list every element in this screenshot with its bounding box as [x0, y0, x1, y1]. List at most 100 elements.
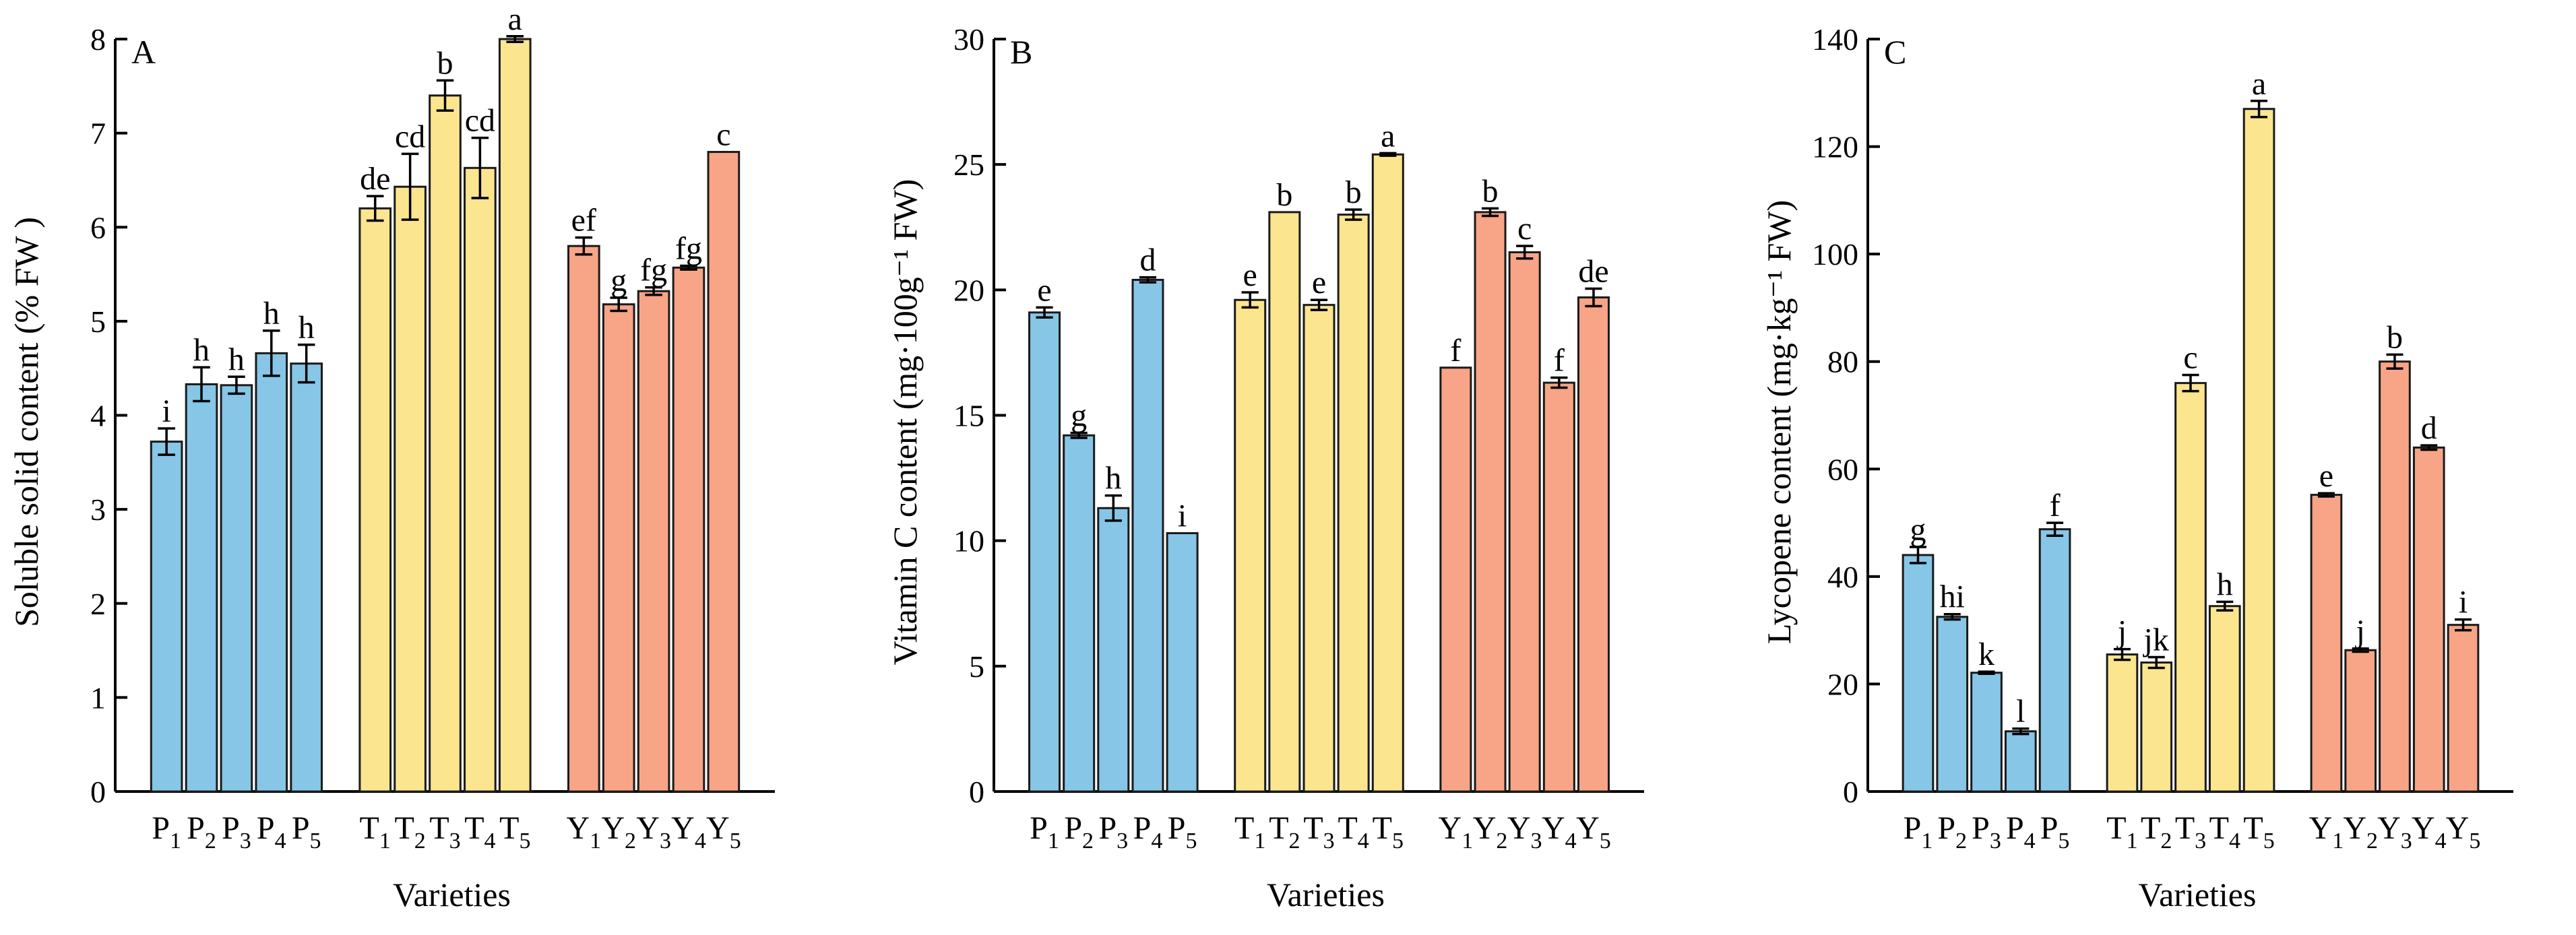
significance-label: c — [716, 117, 730, 153]
category-label: Y2 — [1473, 810, 1508, 853]
significance-label: de — [360, 161, 390, 197]
bar-p5 — [290, 362, 323, 793]
category-label: P4 — [1133, 810, 1163, 853]
y-tick-label: 60 — [1827, 452, 1858, 486]
category-label: P2 — [1937, 810, 1967, 853]
bar-t2 — [1268, 211, 1301, 793]
category-label: T1 — [360, 810, 391, 853]
category-label: T5 — [2243, 810, 2274, 853]
category-label: Y5 — [1576, 810, 1611, 853]
category-label: Y3 — [2377, 810, 2412, 853]
bar-t5 — [498, 38, 532, 793]
significance-label: i — [2459, 585, 2468, 620]
panel-letter: A — [131, 33, 156, 71]
significance-label: c — [1517, 211, 1532, 247]
significance-label: jk — [2143, 622, 2169, 658]
category-label: T4 — [2209, 810, 2240, 853]
bar-p1 — [1028, 311, 1061, 793]
x-axis-title: Varieties — [393, 876, 511, 913]
significance-label: a — [508, 1, 522, 37]
significance-label: h — [1105, 461, 1121, 496]
y-tick-label: 7 — [90, 117, 106, 151]
significance-label: a — [1381, 118, 1395, 154]
bar-y5 — [1577, 296, 1610, 793]
panel-letter: B — [1010, 33, 1032, 71]
significance-label: h — [263, 296, 280, 331]
category-label: T5 — [499, 810, 530, 853]
significance-label: i — [1178, 498, 1187, 534]
category-label: T1 — [2106, 810, 2137, 853]
y-axis-title: Soluble solid content (% FW ) — [7, 217, 45, 627]
significance-label: e — [1312, 265, 1326, 300]
significance-label: f — [1554, 343, 1565, 379]
y-tick-label: 120 — [1812, 130, 1858, 164]
bar-p5 — [2038, 528, 2071, 793]
significance-label: fg — [640, 253, 667, 288]
significance-label: g — [1910, 512, 1926, 548]
bar-t2 — [394, 185, 427, 793]
category-label: P1 — [1030, 810, 1059, 853]
bar-t1 — [2106, 653, 2139, 793]
significance-label: d — [1139, 243, 1156, 278]
bar-p3 — [220, 384, 253, 793]
y-tick-label: 2 — [90, 587, 106, 621]
y-tick-label: 140 — [1812, 22, 1858, 57]
significance-label: g — [610, 263, 627, 298]
significance-label: h — [193, 332, 210, 368]
significance-label: b — [1346, 174, 1362, 210]
bar-y2 — [602, 303, 635, 793]
significance-label: hi — [1940, 579, 1965, 615]
significance-label: i — [162, 393, 170, 429]
panel-c: 0 20 40 60 80 100 120 140 C Lycopene content (mg·… — [1760, 22, 2513, 913]
category-label: T3 — [429, 810, 460, 853]
category-label: Y3 — [1507, 810, 1542, 853]
category-label: P4 — [2006, 810, 2036, 853]
y-tick-label: 1 — [90, 680, 106, 715]
y-tick-label: 0 — [969, 775, 984, 809]
significance-label: e — [2319, 458, 2333, 494]
bar-p4 — [2004, 730, 2037, 793]
significance-label: h — [228, 342, 245, 377]
y-tick-label: 80 — [1827, 345, 1858, 379]
bar-y5 — [2447, 624, 2480, 793]
category-label: P5 — [1168, 810, 1197, 853]
category-label: P5 — [2040, 810, 2070, 853]
y-tick-label: 40 — [1827, 560, 1858, 594]
y-tick-label: 3 — [90, 492, 106, 527]
y-tick-label: 30 — [953, 22, 984, 57]
category-label: Y1 — [2309, 810, 2344, 853]
significance-label: cd — [465, 103, 495, 139]
category-label: T5 — [1373, 810, 1404, 853]
panel-letter: C — [1884, 33, 1906, 71]
category-label: P3 — [1098, 810, 1128, 853]
category-label: Y5 — [706, 810, 741, 853]
bar-y4 — [2412, 446, 2445, 793]
bar-y3 — [2379, 360, 2411, 793]
significance-label: ef — [571, 203, 596, 238]
bar-y5 — [707, 151, 741, 793]
category-label: T2 — [2141, 810, 2172, 853]
bar-t3 — [2174, 382, 2207, 793]
y-tick-label: 15 — [953, 399, 984, 433]
category-label: T2 — [394, 810, 425, 853]
y-tick-label: 100 — [1812, 237, 1858, 271]
significance-label: f — [2050, 488, 2061, 523]
significance-label: b — [1482, 173, 1499, 209]
bar-t1 — [358, 207, 392, 793]
significance-label: b — [1276, 177, 1292, 213]
y-tick-label: 20 — [1827, 667, 1858, 701]
bar-p3 — [1970, 672, 2003, 793]
y-axis-title: Lycopene content (mg·kg⁻¹ FW) — [1760, 200, 1798, 644]
y-tick-label: 25 — [953, 148, 984, 182]
significance-label: h — [299, 310, 315, 346]
significance-label: l — [2016, 694, 2025, 730]
bar-t3 — [1302, 304, 1336, 793]
significance-label: f — [1450, 333, 1461, 368]
bar-t5 — [2242, 108, 2275, 793]
y-tick-label: 0 — [90, 775, 106, 809]
category-label: T3 — [1303, 810, 1334, 853]
category-label: T4 — [1338, 810, 1369, 853]
bar-y3 — [637, 290, 670, 793]
category-label: P3 — [222, 810, 251, 853]
significance-label: k — [1978, 637, 1994, 672]
